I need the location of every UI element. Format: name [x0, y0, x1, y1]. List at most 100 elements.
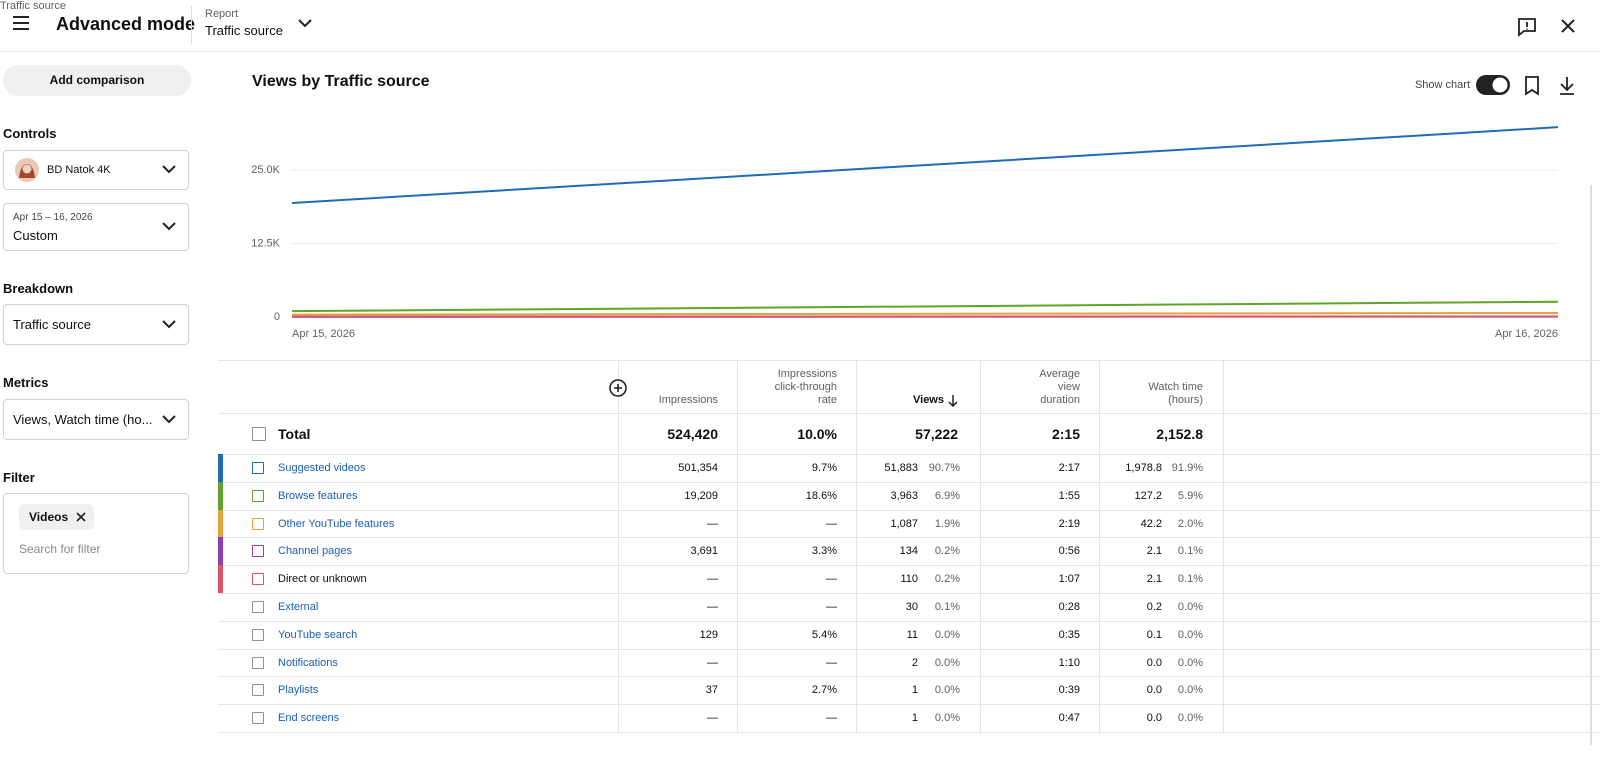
impressions: — [707, 656, 718, 669]
divider [191, 6, 192, 44]
y-tick-label: 25.0K [251, 164, 280, 176]
filter-placeholder[interactable]: Search for filter [19, 542, 101, 556]
close-icon[interactable] [1560, 18, 1576, 34]
ctr: 9.7% [811, 461, 837, 474]
watch-time: 1,978.8 [1125, 461, 1162, 474]
source-label[interactable]: YouTube search [278, 628, 358, 641]
chevron [162, 165, 176, 174]
ctr: 3.3% [811, 545, 837, 558]
views: 51,883 [884, 461, 918, 474]
source-label[interactable]: Other YouTube features [278, 517, 395, 530]
watch-time: 127.2 [1134, 489, 1162, 502]
row-divider [218, 704, 1600, 706]
source-label[interactable]: Suggested videos [278, 461, 366, 474]
ctr: — [826, 517, 837, 530]
chart: Views by Traffic source 0 12.5K 25.0K Apr 1… [251, 73, 1559, 340]
checkbox[interactable] [252, 489, 264, 502]
chip-remove[interactable] [76, 512, 86, 522]
ctr: 5.4% [811, 628, 837, 641]
report-chevron[interactable] [298, 18, 312, 28]
duration: 1:10 [1058, 656, 1080, 669]
checkbox[interactable] [252, 628, 264, 641]
channel-select[interactable]: BD Natok 4K [3, 150, 189, 190]
chevron [162, 222, 176, 231]
column-header: Views [913, 394, 944, 406]
duration: 2:17 [1058, 461, 1080, 474]
checkbox[interactable] [252, 600, 264, 613]
row-divider [218, 509, 1600, 511]
views-share: 0.0% [934, 656, 960, 669]
column-header: Impressions [658, 394, 718, 406]
download-icon[interactable] [1558, 76, 1576, 96]
checkbox[interactable] [252, 517, 264, 530]
filter-box[interactable]: Videos Search for filter [3, 493, 189, 574]
row-divider [218, 537, 1600, 539]
y-tick-label: 12.5K [251, 237, 280, 249]
date-select[interactable]: Apr 15 – 16, 2026 Custom [3, 203, 189, 251]
sort-arrow[interactable] [948, 395, 958, 407]
col-divider [1099, 360, 1100, 732]
checkbox[interactable] [252, 712, 264, 725]
column-header: Impressions click-through rate [774, 368, 837, 406]
total-cell: 57,222 [915, 425, 958, 442]
metrics-label: Metrics [3, 375, 49, 390]
views-share: 1.9% [934, 517, 960, 530]
watch-time: 2.1 [1146, 545, 1162, 558]
source-label[interactable]: Channel pages [278, 545, 353, 558]
views: 2 [911, 656, 918, 669]
breakdown-select[interactable]: Traffic source [3, 304, 189, 345]
metrics-select[interactable]: Views, Watch time (ho... [3, 399, 189, 440]
source-label[interactable]: Browse features [278, 489, 358, 502]
watch-share: 0.1% [1177, 545, 1203, 558]
views-share: 0.0% [934, 628, 960, 641]
total-cell: 2,152.8 [1156, 425, 1203, 442]
source-label[interactable]: End screens [278, 712, 340, 725]
watch-time: 0.0 [1146, 712, 1162, 725]
add-metric[interactable] [608, 378, 628, 398]
ctr: — [826, 712, 837, 725]
header-border [0, 51, 1600, 52]
checkbox[interactable] [252, 545, 264, 558]
views: 1 [911, 684, 918, 697]
breakdown-value: Traffic source [13, 317, 92, 332]
chevron [162, 414, 176, 423]
checkbox[interactable] [252, 684, 264, 697]
series-swatch [218, 509, 223, 538]
filter-chip[interactable]: Videos [19, 504, 95, 530]
watch-time: 0.2 [1146, 600, 1162, 613]
row-divider [218, 732, 1600, 733]
show-chart-toggle[interactable] [1475, 74, 1511, 96]
total-label: Total [278, 425, 311, 442]
column-header: Watch time (hours) [1148, 381, 1203, 406]
channel-name: BD Natok 4K [47, 164, 111, 176]
checkbox[interactable] [252, 461, 264, 474]
watch-share: 2.0% [1177, 517, 1203, 530]
source-label: Direct or unknown [278, 573, 367, 586]
report-label: Report [205, 8, 239, 20]
views: 1 [911, 712, 918, 725]
impressions: — [707, 712, 718, 725]
checkbox[interactable] [252, 573, 264, 586]
col-divider [856, 360, 857, 732]
checkbox[interactable] [252, 656, 264, 669]
views-share: 0.0% [934, 684, 960, 697]
source-label[interactable]: Notifications [278, 656, 338, 669]
checkbox [252, 426, 266, 441]
watch-time: 0.0 [1146, 656, 1162, 669]
add-comparison-button[interactable]: Add comparison [3, 65, 191, 96]
watch-time: 2.1 [1146, 573, 1162, 586]
bookmark-icon[interactable] [1524, 76, 1540, 96]
feedback-icon[interactable] [1516, 16, 1538, 38]
report-value[interactable]: Traffic source [205, 23, 284, 38]
impressions: 37 [705, 684, 718, 697]
views: 110 [900, 573, 918, 586]
duration: 0:56 [1058, 545, 1080, 558]
duration: 0:35 [1058, 628, 1080, 641]
source-label[interactable]: External [278, 600, 319, 613]
menu-icon[interactable] [12, 14, 30, 32]
duration: 0:28 [1058, 600, 1080, 613]
source-label[interactable]: Playlists [278, 684, 319, 697]
row-divider [218, 648, 1600, 650]
x-tick-label: Apr 16, 2026 [1495, 328, 1558, 340]
